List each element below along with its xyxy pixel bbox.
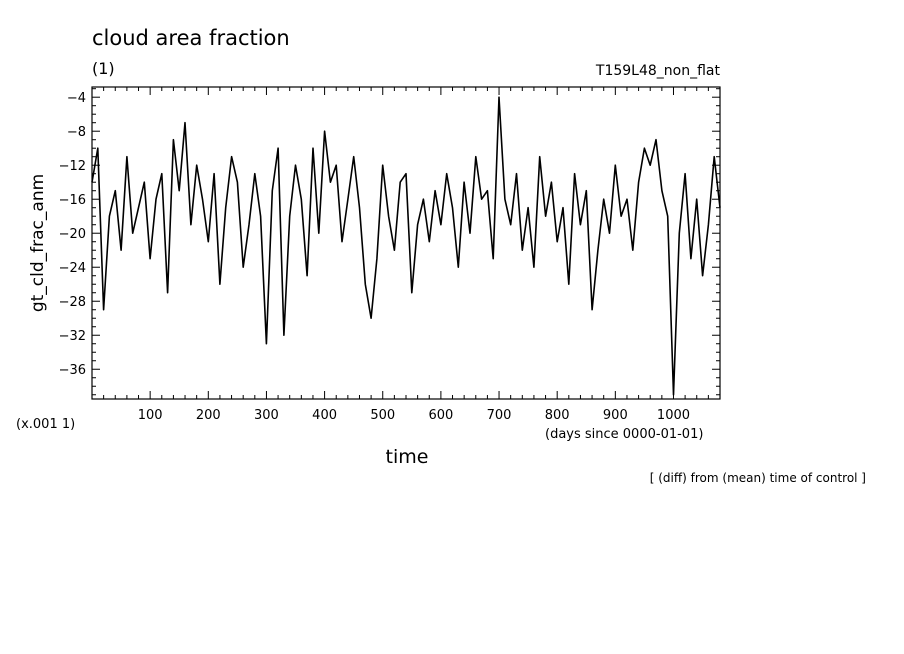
series-line [91, 96, 721, 396]
y-tick-label: −16 [59, 193, 86, 208]
y-tick-label: −36 [59, 363, 86, 378]
x-tick-label: 100 [138, 408, 163, 423]
footnote: [ (diff) from (mean) time of control ] [650, 471, 866, 485]
experiment-label: T159L48_non_flat [595, 63, 721, 79]
y-tick-label: −24 [59, 261, 86, 276]
y-scale-note: (x.001 1) [16, 417, 75, 432]
y-tick-label: −4 [67, 91, 86, 106]
chart-units: (1) [92, 59, 115, 78]
x-tick-label: 400 [312, 408, 337, 423]
chart-title: cloud area fraction [92, 26, 290, 50]
x-tick-label: 300 [254, 408, 279, 423]
x-axis-label: time [386, 446, 429, 468]
x-tick-label: 200 [196, 408, 221, 423]
series-layer [91, 96, 721, 396]
x-tick-label: 800 [545, 408, 570, 423]
x-tick-label: 900 [603, 408, 628, 423]
y-tick-label: −8 [67, 125, 86, 140]
plot-frame [91, 86, 721, 400]
x-axis-units: (days since 0000-01-01) [545, 427, 703, 442]
y-tick-labels: −4 −8 −12 −16 −20 −24 −28 −32 −36 [59, 91, 86, 378]
x-tick-label: 1000 [657, 408, 690, 423]
y-axis-label: gt_cld_frac_anm [28, 174, 48, 312]
x-tick-label: 700 [487, 408, 512, 423]
y-tick-label: −28 [59, 295, 86, 310]
tick-marks [92, 87, 720, 399]
x-tick-label: 600 [428, 408, 453, 423]
y-tick-label: −20 [59, 227, 86, 242]
x-tick-labels: 100 200 300 400 500 600 700 800 900 1000 [138, 408, 690, 423]
y-tick-label: −32 [59, 329, 86, 344]
x-tick-label: 500 [370, 408, 395, 423]
y-tick-label: −12 [59, 159, 86, 174]
